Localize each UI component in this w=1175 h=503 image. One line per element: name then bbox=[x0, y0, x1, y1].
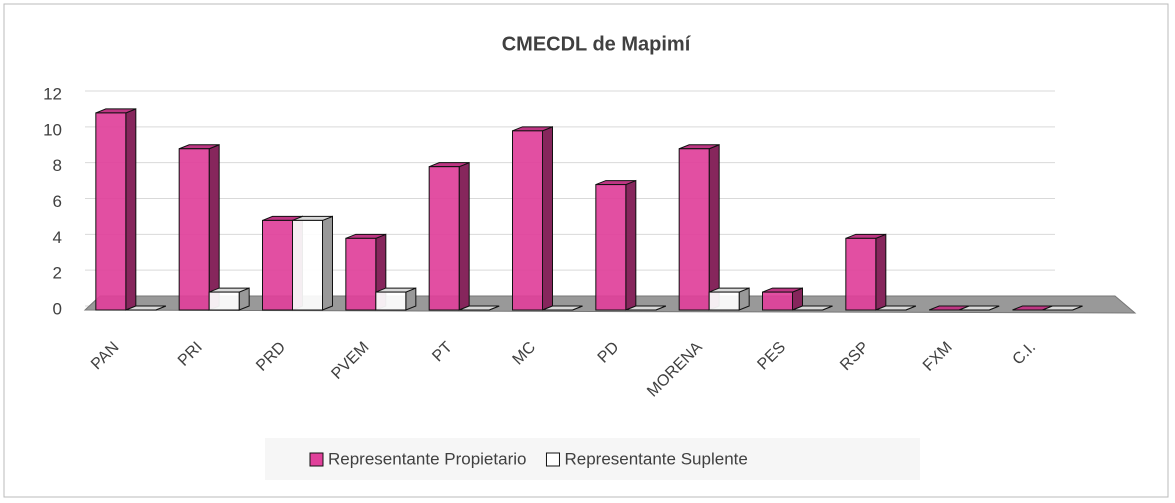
legend-box bbox=[265, 438, 920, 480]
bar bbox=[595, 184, 627, 311]
bar bbox=[208, 291, 240, 311]
bar-side bbox=[625, 179, 637, 311]
chart-frame bbox=[3, 3, 1169, 498]
y-tick-label: 6 bbox=[53, 192, 62, 211]
bar-top bbox=[958, 305, 1000, 311]
y-tick-label: 10 bbox=[43, 120, 62, 139]
bar bbox=[708, 291, 740, 311]
bar bbox=[512, 130, 543, 311]
y-tick-label: 0 bbox=[53, 299, 62, 318]
legend-label: Representante Suplente bbox=[564, 449, 747, 468]
legend-swatch bbox=[309, 452, 324, 467]
bar-side bbox=[322, 215, 333, 311]
bar bbox=[178, 148, 210, 311]
bar-side bbox=[125, 108, 137, 311]
bar-top bbox=[125, 305, 167, 311]
bar bbox=[762, 291, 793, 311]
bar bbox=[262, 219, 293, 311]
bar-top bbox=[792, 305, 833, 311]
y-tick-label: 12 bbox=[43, 84, 62, 103]
bar-side bbox=[542, 126, 553, 311]
bar-top bbox=[1042, 305, 1083, 311]
bar-side bbox=[208, 144, 220, 311]
chart-title: CMECDL de Mapimí bbox=[502, 33, 692, 55]
bar-side bbox=[875, 233, 887, 311]
legend-label: Representante Propietario bbox=[328, 449, 526, 468]
bar bbox=[845, 237, 877, 311]
bar bbox=[375, 291, 407, 311]
bar-top bbox=[458, 305, 500, 311]
legend-swatch bbox=[545, 452, 560, 467]
bar-top bbox=[542, 305, 583, 311]
bar bbox=[678, 148, 710, 311]
bar-side bbox=[458, 161, 470, 311]
y-tick-label: 2 bbox=[53, 264, 62, 283]
y-tick-label: 4 bbox=[53, 228, 62, 247]
bar bbox=[292, 219, 323, 311]
y-tick-label: 8 bbox=[53, 156, 62, 175]
bar bbox=[345, 237, 377, 311]
bar bbox=[95, 112, 127, 311]
bar bbox=[428, 166, 460, 311]
bar-top bbox=[875, 305, 917, 311]
bar-side bbox=[708, 144, 720, 311]
bar-top bbox=[625, 305, 667, 311]
